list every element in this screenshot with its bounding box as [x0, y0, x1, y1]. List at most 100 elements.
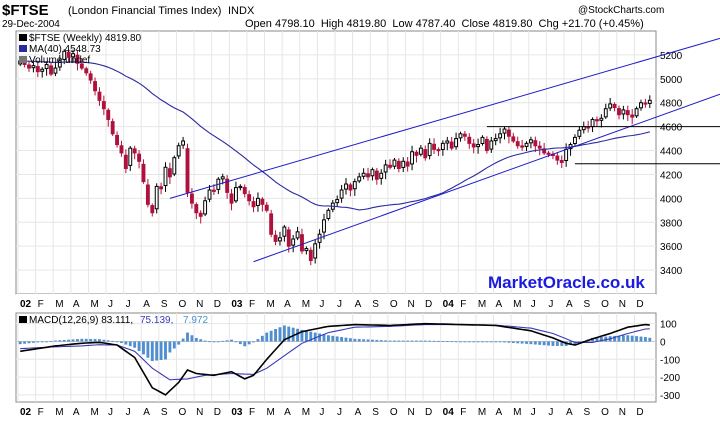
candle — [31, 60, 36, 73]
candle — [66, 49, 71, 63]
histogram-bar — [511, 341, 515, 343]
histogram-bar — [485, 341, 489, 343]
candle-body — [484, 138, 489, 152]
candle — [493, 133, 498, 146]
candle-body — [71, 53, 75, 58]
x-tick-label: O — [601, 407, 609, 418]
candle-body — [145, 184, 150, 205]
candle-body — [449, 141, 454, 149]
candle-body — [62, 50, 67, 60]
x-axis-band — [16, 294, 656, 313]
histogram-bar — [190, 335, 194, 342]
candle — [603, 103, 608, 119]
candle — [229, 188, 234, 211]
candle — [454, 132, 459, 150]
price-y-tick: 4400 — [660, 147, 683, 158]
candle — [79, 58, 84, 71]
x-tick-label: J — [337, 299, 342, 310]
candle-body — [480, 136, 485, 144]
price-y-tick: 3600 — [660, 242, 683, 253]
histogram-bar — [98, 339, 101, 342]
histogram-bar — [181, 338, 185, 342]
candle-body — [370, 169, 375, 177]
candle — [392, 157, 397, 170]
x-tick-label: D — [425, 299, 432, 310]
candle-body — [326, 209, 331, 219]
candle — [612, 102, 617, 112]
histogram-bar — [199, 339, 203, 342]
x-tick-label: N — [407, 299, 414, 310]
exchange-label: INDX — [228, 5, 255, 17]
candle-body — [489, 140, 494, 150]
x-tick-label: J — [126, 299, 131, 310]
histogram-bar — [428, 340, 432, 342]
candle — [621, 105, 626, 120]
candle-body — [260, 198, 265, 205]
histogram-bar — [459, 341, 462, 343]
candle-body — [106, 109, 111, 120]
histogram-bar — [648, 337, 652, 342]
candle-body — [234, 187, 238, 202]
candle — [154, 183, 159, 214]
histogram-bar — [520, 341, 524, 344]
macd-y-tick: -100 — [660, 355, 680, 366]
candle-body — [524, 142, 529, 147]
candle — [405, 157, 410, 172]
candle-body — [612, 103, 617, 109]
candle-body — [432, 143, 436, 150]
histogram-bar — [58, 340, 62, 342]
x-tick-label: J — [108, 407, 113, 418]
candle — [418, 145, 423, 157]
candle — [207, 184, 212, 203]
candle — [106, 108, 111, 127]
candle-body — [35, 66, 40, 73]
x-tick-label: M — [55, 407, 63, 418]
candle-body — [313, 243, 318, 259]
candle-body — [141, 163, 146, 183]
histogram-bar — [243, 341, 247, 347]
candle-body — [339, 189, 344, 199]
candle — [291, 234, 296, 253]
candle-body — [528, 139, 533, 144]
candle-body — [300, 234, 304, 252]
x-tick-label: O — [179, 299, 187, 310]
histogram-bar — [401, 340, 405, 342]
histogram-bar — [533, 341, 537, 345]
candle-body — [458, 133, 463, 139]
histogram-bar — [102, 339, 106, 342]
x-tick-label: A — [566, 299, 573, 310]
histogram-bar — [120, 341, 123, 344]
candle-body — [405, 161, 410, 167]
candle-body — [256, 197, 260, 206]
candle-body — [31, 65, 36, 69]
candle-body — [357, 176, 362, 182]
x-tick-label: S — [372, 299, 379, 310]
x-tick-label: A — [496, 407, 503, 418]
x-tick-label: J — [126, 407, 131, 418]
candle-body — [220, 176, 225, 180]
signal-legend-label: 75.139, — [140, 315, 173, 326]
candle — [264, 202, 269, 213]
candle — [617, 105, 621, 120]
x-tick-label: N — [407, 407, 414, 418]
histogram-bar — [238, 341, 242, 345]
histogram-bar — [76, 339, 79, 342]
candle — [269, 209, 274, 238]
candle-body — [515, 141, 520, 147]
candle — [445, 136, 450, 151]
candle-body — [511, 136, 516, 142]
candle-body — [502, 128, 507, 134]
candle-body — [163, 166, 168, 187]
signal-line — [20, 324, 650, 381]
candle — [396, 158, 401, 173]
macd-y-tick: 100 — [660, 320, 677, 331]
histogram-bar — [304, 330, 308, 342]
histogram-bar — [643, 337, 647, 342]
candle — [40, 67, 45, 78]
x-tick-label: M — [90, 299, 98, 310]
candle — [467, 133, 472, 149]
histogram-bar — [291, 327, 295, 342]
price-y-tick: 5200 — [660, 51, 683, 62]
x-tick-label: A — [143, 407, 150, 418]
candle-body — [639, 102, 643, 109]
